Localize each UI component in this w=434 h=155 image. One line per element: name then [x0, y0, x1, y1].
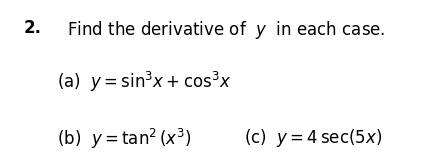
Text: (c)  $y = 4\,\mathrm{sec}(5x)$: (c) $y = 4\,\mathrm{sec}(5x)$	[243, 127, 381, 149]
Text: (a)  $y = \sin^3\!x + \cos^3\!x$: (a) $y = \sin^3\!x + \cos^3\!x$	[56, 70, 230, 94]
Text: Find the derivative of  $y$  in each case.: Find the derivative of $y$ in each case.	[67, 19, 385, 41]
Text: 2.: 2.	[24, 19, 42, 37]
Text: (b)  $y = \tan^2(x^3)$: (b) $y = \tan^2(x^3)$	[56, 127, 191, 151]
